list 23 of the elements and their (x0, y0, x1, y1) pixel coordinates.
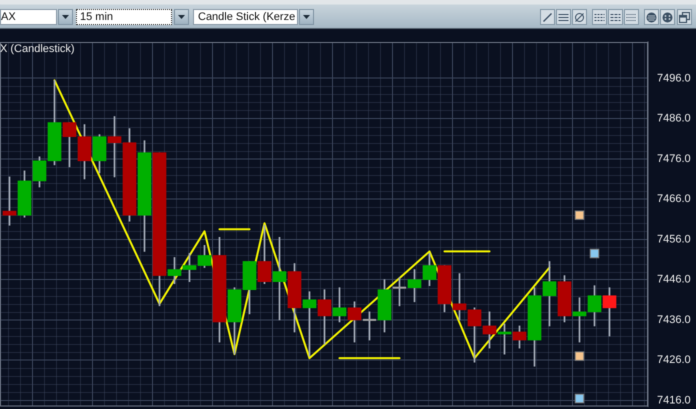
candlestick (2, 176, 16, 226)
chart-title: X (Candlestick) (0, 43, 75, 56)
y-tick-label: 7426.0 (657, 354, 691, 366)
y-tick-label: 7476.0 (657, 152, 691, 165)
point (574, 210, 584, 220)
y-tick-label: 7436.0 (657, 314, 691, 326)
y-tick-label: 7466.0 (657, 193, 691, 206)
text: 15 min (80, 11, 114, 23)
candlestick (332, 287, 346, 322)
text: AX (1, 11, 16, 23)
y-tick-label: 7416.0 (657, 394, 691, 406)
point (574, 394, 584, 404)
point (590, 248, 600, 258)
text: Candle Stick (Kerze (198, 11, 296, 23)
y-tick-label: 7456.0 (657, 233, 691, 246)
candlestick (302, 291, 316, 356)
candlestick (602, 287, 616, 336)
y-tick-label: 7486.0 (657, 112, 691, 125)
candlestick (498, 324, 512, 354)
candlestick (272, 237, 286, 320)
y-tick-label: 7446.0 (657, 274, 691, 286)
y-tick-label: 7496.0 (657, 72, 691, 84)
point (574, 351, 584, 361)
